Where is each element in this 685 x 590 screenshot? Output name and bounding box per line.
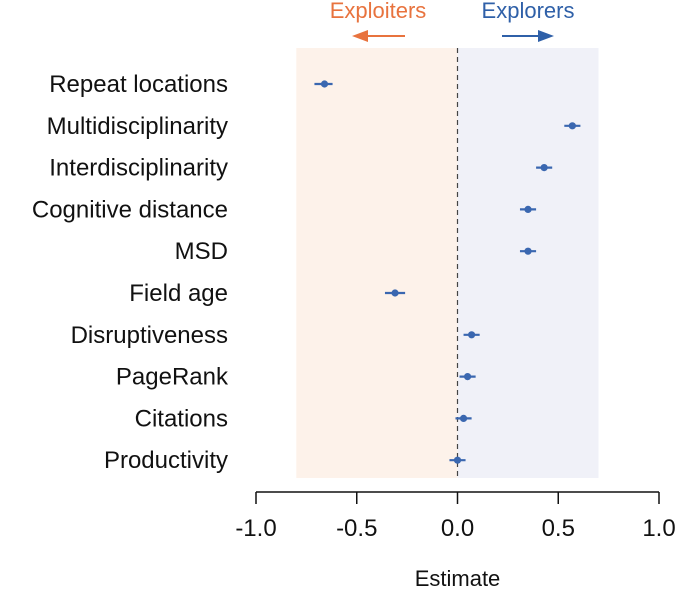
- data-point: [468, 331, 476, 339]
- category-label: Interdisciplinarity: [49, 155, 228, 182]
- category-label: Disruptiveness: [71, 322, 228, 349]
- data-point: [540, 164, 548, 172]
- data-point: [568, 122, 576, 130]
- data-point: [524, 205, 532, 213]
- category-label: MSD: [175, 238, 228, 265]
- right-arrow-icon: [538, 30, 554, 42]
- estimate-points: [320, 80, 576, 464]
- x-axis: -1.0 -0.5 0.0 0.5 1.0: [235, 491, 676, 542]
- direction-labels: Exploiters Explorers: [330, 0, 575, 42]
- data-point: [463, 373, 472, 381]
- x-tick-label: 0.0: [441, 515, 474, 542]
- explorers-region: [457, 48, 599, 478]
- data-point: [391, 289, 399, 297]
- category-label: Productivity: [104, 447, 228, 474]
- category-label: Field age: [129, 280, 228, 307]
- x-tick-label: -0.5: [336, 515, 377, 542]
- category-label: Citations: [135, 405, 228, 432]
- data-point: [459, 414, 468, 422]
- exploiters-label: Exploiters: [330, 0, 427, 23]
- category-labels: Repeat locations Multidisciplinarity Inter…: [32, 71, 229, 474]
- explorers-label: Explorers: [482, 0, 575, 23]
- data-point: [320, 80, 329, 88]
- data-point: [453, 456, 462, 464]
- exploiters-region: [296, 48, 458, 478]
- left-arrow-icon: [352, 30, 368, 42]
- x-tick-label: -1.0: [235, 515, 276, 542]
- category-label: PageRank: [116, 364, 229, 391]
- category-label: Cognitive distance: [32, 196, 228, 223]
- x-tick-label: 0.5: [542, 515, 575, 542]
- x-tick-label: 1.0: [642, 515, 675, 542]
- category-label: Repeat locations: [49, 71, 228, 98]
- x-axis-title: Estimate: [415, 566, 501, 590]
- category-label: Multidisciplinarity: [47, 113, 228, 140]
- data-point: [524, 247, 532, 255]
- shaded-regions: [296, 48, 599, 478]
